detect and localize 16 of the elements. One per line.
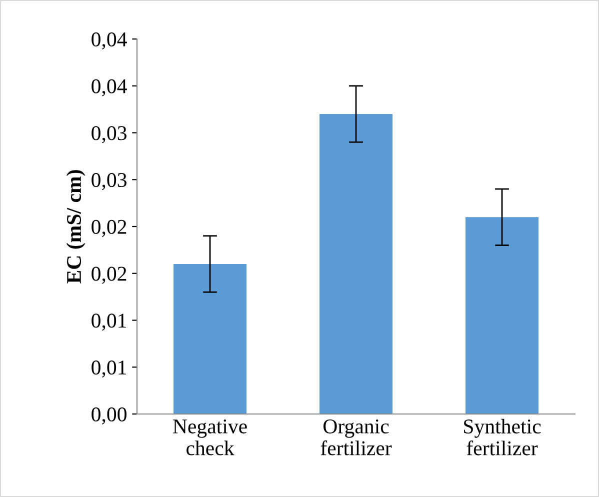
y-tick-label: 0,02 xyxy=(92,220,126,237)
bar xyxy=(174,264,246,414)
y-tick-label: 0,01 xyxy=(92,314,126,331)
bar xyxy=(320,114,392,414)
y-axis-title: EC (mS/ cm) xyxy=(66,170,86,284)
x-tick-label: Organic fertilizer xyxy=(320,419,392,456)
y-tick-label: 0,04 xyxy=(92,32,127,50)
bar xyxy=(466,217,538,414)
x-tick-label: Negative check xyxy=(173,419,247,456)
y-tick-label: 0,01 xyxy=(92,360,126,378)
y-tick-label: 0,04 xyxy=(92,79,127,96)
y-tick-label: 0,00 xyxy=(92,407,126,424)
y-tick-label: 0,03 xyxy=(92,173,126,190)
y-tick-label: 0,02 xyxy=(92,266,126,284)
y-tick-label: 0,03 xyxy=(92,126,126,144)
x-tick-label: Synthetic fertilizer xyxy=(464,418,541,456)
